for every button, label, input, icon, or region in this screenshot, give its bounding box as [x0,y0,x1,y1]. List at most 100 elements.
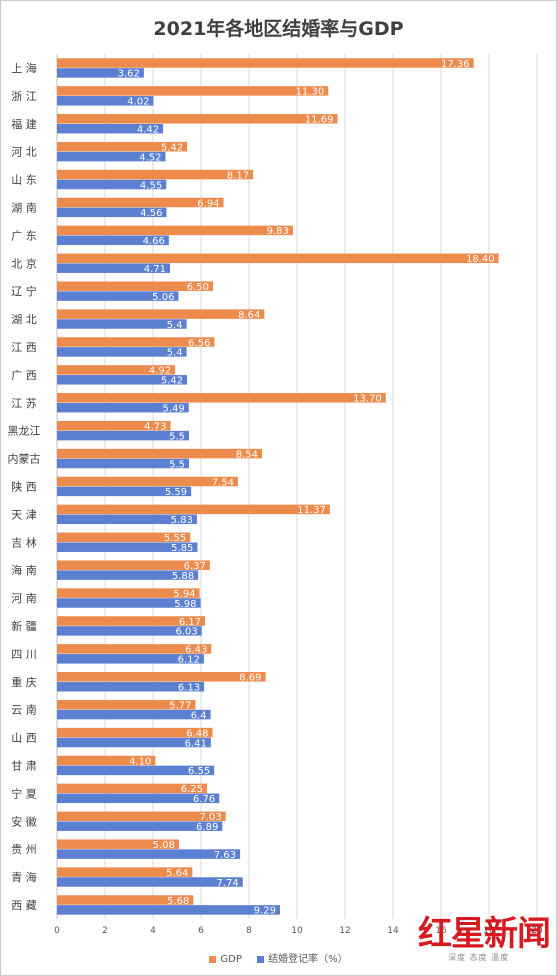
marriage-rate-data-label: 6.76 [193,794,215,805]
gdp-data-label: 18.40 [466,254,495,265]
gdp-bar [57,699,196,710]
marriage-rate-data-label: 3.62 [118,69,140,80]
gdp-bar [57,420,171,431]
marriage-rate-bar [57,291,179,301]
marriage-rate-data-label: 7.74 [216,878,238,889]
gdp-bar [57,616,206,626]
marriage-rate-bar [57,877,243,887]
gdp-data-label: 17.36 [441,59,470,70]
gdp-data-label: 7.54 [212,477,234,488]
category-label: 安 徽 [11,814,37,828]
marriage-rate-data-label: 4.56 [140,208,162,219]
gdp-bar [57,337,215,347]
marriage-rate-data-label: 6.13 [178,682,200,693]
gdp-bar [57,114,338,124]
marriage-rate-bar [57,263,171,273]
gdp-bar [57,727,213,738]
gdp-bar [57,532,191,543]
gdp-data-label: 6.56 [188,338,210,349]
category-label: 四 川 [11,648,37,661]
x-tick-label: 10 [291,926,303,936]
x-tick-label: 6 [198,926,204,936]
category-label: 黑龙江 [8,425,41,438]
marriage-rate-bar [57,235,169,246]
gdp-data-label: 4.10 [129,756,151,767]
marriage-rate-data-label: 5.98 [174,599,196,610]
legend-swatch-marriage-rate [257,955,265,963]
marriage-rate-bar [57,709,211,720]
category-label: 辽 宁 [11,284,37,298]
category-label: 陕 西 [11,479,37,493]
marriage-rate-bar [57,68,144,78]
gdp-bar [57,839,179,849]
marriage-rate-bar [57,207,167,218]
gdp-bar [57,365,176,375]
category-label: 云 南 [11,704,37,717]
category-label: 重 庆 [11,675,37,689]
marriage-rate-data-label: 4.71 [144,264,166,275]
gdp-data-label: 11.37 [297,505,326,516]
category-label: 河 南 [11,592,37,605]
marriage-rate-data-label: 5.42 [161,376,183,387]
gdp-bar [57,281,213,291]
marriage-rate-bar [57,905,280,915]
marriage-rate-data-label: 4.42 [137,124,159,135]
marriage-rate-bar [57,570,199,580]
gdp-bar [57,560,210,570]
marriage-rate-data-label: 5.88 [172,571,194,582]
legend-label-marriage-rate: 结婚登记率（%） [268,954,348,965]
x-tick-label: 8 [246,926,252,936]
gdp-data-label: 8.17 [227,170,249,181]
chart-title: 2021年各地区结婚率与GDP [153,18,404,40]
marriage-rate-data-label: 5.5 [169,459,185,470]
gdp-data-label: 5.77 [169,700,191,711]
category-label: 海 南 [11,563,37,577]
gdp-bar [57,58,474,68]
gdp-bar [57,755,156,766]
gdp-data-label: 5.55 [164,533,186,544]
watermark-main-text: 红星新闻 [418,914,551,954]
gdp-data-label: 8.54 [236,449,258,460]
gdp-data-label: 5.08 [153,840,175,851]
x-tick-label: 0 [54,926,60,936]
gdp-data-label: 5.42 [161,142,183,153]
gdp-data-label: 6.17 [179,617,201,628]
marriage-rate-data-label: 6.55 [188,766,210,777]
marriage-rate-data-label: 5.4 [167,348,183,359]
category-label: 湖 南 [11,201,37,214]
marriage-rate-bar [57,319,187,329]
category-label: 江 西 [11,341,37,354]
gdp-bar [57,867,193,877]
x-tick-label: 4 [150,926,156,936]
gdp-bar [57,448,262,459]
gdp-data-label: 11.30 [296,87,325,98]
marriage-rate-bar [57,681,205,692]
marriage-rate-bar [57,96,154,106]
gdp-data-label: 7.03 [199,812,221,823]
marriage-rate-data-label: 4.66 [143,236,165,247]
gdp-bar [57,476,238,487]
gdp-data-label: 5.64 [166,868,188,879]
marriage-rate-data-label: 5.06 [152,292,174,303]
gdp-data-label: 4.92 [149,366,171,377]
x-tick-label: 16 [435,926,447,936]
category-label: 贵 州 [11,843,37,856]
marriage-rate-bar [57,654,204,664]
marriage-rate-data-label: 6.41 [185,738,207,749]
marriage-rate-bar [57,737,211,748]
legend-item-marriage-rate: 结婚登记率（%） [257,950,348,965]
marriage-rate-data-label: 5.5 [169,431,185,442]
gdp-data-label: 13.70 [353,394,382,405]
gdp-data-label: 8.69 [239,673,261,684]
category-label: 上 海 [11,61,37,75]
gdp-data-label: 5.94 [173,589,195,600]
gdp-bar [57,86,329,96]
gdp-data-label: 9.83 [267,226,289,237]
category-label: 天 津 [11,508,37,521]
category-label: 江 苏 [11,397,37,410]
marriage-rate-bar [57,626,202,636]
category-label: 北 京 [11,256,37,270]
gdp-data-label: 4.73 [144,421,166,432]
marriage-rate-data-label: 6.89 [196,822,218,833]
